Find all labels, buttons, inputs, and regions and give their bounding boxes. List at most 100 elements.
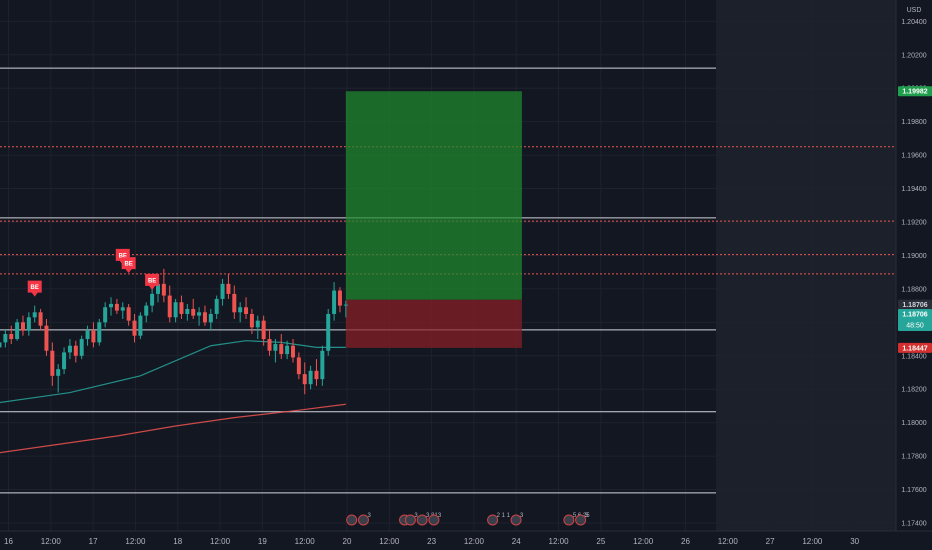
candle-body <box>38 312 43 326</box>
candle-body <box>208 313 213 323</box>
x-tick-label: 24 <box>512 537 521 546</box>
candle-body <box>138 315 143 336</box>
event-marker-icon[interactable] <box>404 514 416 526</box>
signal-flag-label: BE <box>31 285 39 291</box>
candle-body <box>114 303 119 311</box>
price-label-countdown: 48:50 <box>906 322 924 329</box>
signal-flag-label: BE <box>124 262 132 268</box>
price-label-text: 1.19982 <box>902 89 927 96</box>
signal-flag-label: BE <box>119 253 127 259</box>
candle-body <box>296 357 301 375</box>
y-tick-label: 1.19000 <box>901 253 926 260</box>
x-tick-label: 30 <box>850 537 859 546</box>
event-marker-count: 3 <box>367 513 371 519</box>
candle-body <box>185 308 190 314</box>
candle-body <box>232 293 237 313</box>
x-tick-label: 12:00 <box>718 537 739 546</box>
candle-body <box>150 293 155 306</box>
signal-flag-shape <box>145 273 160 290</box>
event-marker-icon[interactable] <box>346 514 358 526</box>
x-tick-label: 12:00 <box>41 537 62 546</box>
candle-body <box>337 290 342 306</box>
price-label-bg <box>898 86 932 97</box>
x-axis[interactable]: 16 12:00 17 12:00 18 12:00 19 12:00 20 12:00 23 12:… <box>4 537 860 546</box>
x-tick-label: 12:00 <box>633 537 654 546</box>
candle-body <box>226 283 231 294</box>
price-label-text: 1.18706 <box>902 311 927 318</box>
candle-body <box>20 322 25 331</box>
candle-body <box>255 320 260 328</box>
y-tick-label: 1.19200 <box>901 220 926 227</box>
x-tick-label: 12:00 <box>125 537 146 546</box>
x-tick-label: 17 <box>89 537 98 546</box>
position-target-zone[interactable] <box>345 91 522 300</box>
signal-flag-label: BE <box>148 278 156 284</box>
candle-body <box>273 344 278 351</box>
x-tick-label: 19 <box>258 537 267 546</box>
event-marker-icon[interactable] <box>357 514 369 526</box>
candle-body <box>109 303 114 308</box>
y-tick-label: 1.18800 <box>901 286 926 293</box>
event-marker-count: 2 1 1 <box>497 513 511 519</box>
price-label-text: 1.18706 <box>902 302 927 309</box>
candle-body <box>314 370 319 380</box>
candle-body <box>91 330 96 343</box>
y-tick-label: 1.18000 <box>901 420 926 427</box>
candles <box>0 268 348 395</box>
candle-body <box>120 307 125 311</box>
y-tick-label: 1.19600 <box>901 153 926 160</box>
candle-body <box>302 374 307 385</box>
candle-body <box>44 325 49 351</box>
candle-body <box>249 313 254 328</box>
candle-body <box>220 283 225 299</box>
event-marker-icon[interactable] <box>563 514 575 526</box>
candle-body <box>155 283 160 294</box>
price-labels: 1.19982 1.18706 1.18706 48:50 1.18447 <box>898 86 932 353</box>
candle-body <box>85 330 90 340</box>
price-label-bg <box>898 342 932 353</box>
event-marker-count: 3 <box>414 513 418 519</box>
event-markers[interactable]: 333 8132 1 135 6 253 <box>346 513 591 526</box>
candle-body <box>191 308 196 316</box>
moving-average-line <box>0 403 346 454</box>
currency-label: USD <box>907 7 922 14</box>
y-tick-label: 1.19800 <box>901 119 926 126</box>
y-tick-label: 1.17800 <box>901 454 926 461</box>
event-marker-icon[interactable] <box>575 514 587 526</box>
candle-body <box>67 345 72 353</box>
event-marker-icon[interactable] <box>416 514 428 526</box>
y-tick-label: 1.19400 <box>901 186 926 193</box>
candle-body <box>320 350 325 380</box>
candle-body <box>0 342 2 348</box>
x-tick-label: 20 <box>343 537 352 546</box>
signal-flag-shape <box>27 280 42 297</box>
y-tick-label: 1.18200 <box>901 387 926 394</box>
x-tick-label: 16 <box>4 537 13 546</box>
position-stop-zone[interactable] <box>345 299 522 348</box>
candle-body <box>97 322 102 343</box>
candle-body <box>279 344 284 355</box>
candle-body <box>32 312 37 318</box>
candle-body <box>9 334 14 340</box>
price-label-text: 1.18447 <box>902 345 927 352</box>
candle-body <box>56 369 61 376</box>
candle-body <box>343 304 348 306</box>
event-marker-icon[interactable] <box>487 514 499 526</box>
y-tick-label: 1.18400 <box>901 353 926 360</box>
moving-average-line <box>0 340 346 404</box>
candle-body <box>326 313 331 351</box>
candle-body <box>73 345 78 356</box>
candle-body <box>62 352 67 370</box>
candle-body <box>179 302 184 314</box>
long-position-tool[interactable] <box>345 91 522 348</box>
candle-body <box>144 305 149 316</box>
candle-body <box>261 320 266 340</box>
event-marker-icon[interactable] <box>428 514 440 526</box>
candle-body <box>132 320 137 336</box>
candle-body <box>161 283 166 296</box>
candle-body <box>267 339 272 351</box>
event-marker-icon[interactable] <box>510 514 522 526</box>
signal-flag-shape <box>121 257 136 274</box>
candle-body <box>26 317 31 331</box>
